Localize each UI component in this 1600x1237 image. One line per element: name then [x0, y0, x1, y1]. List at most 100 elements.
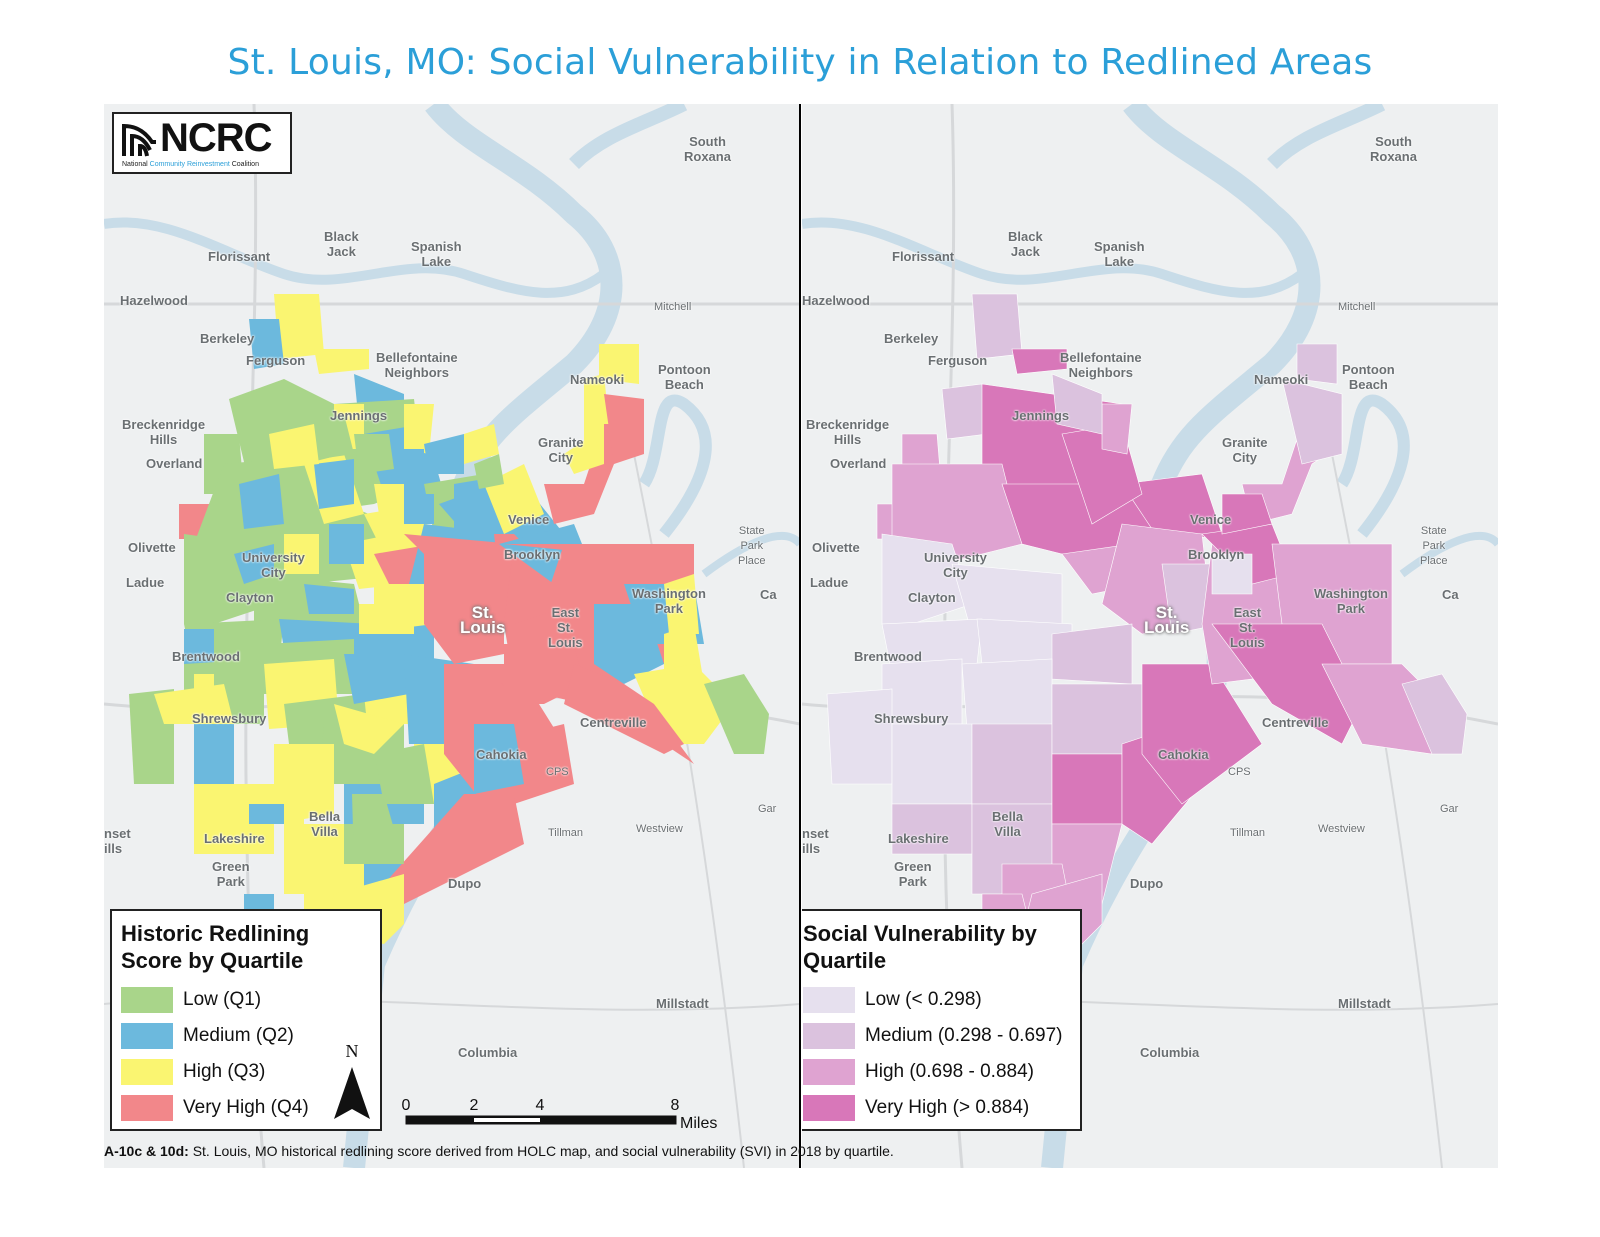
place-st-louis: St. Louis	[460, 603, 506, 637]
caption-text: St. Louis, MO historical redlining score…	[188, 1143, 894, 1159]
place-breckenridge-hills: Breckenridge Hills	[806, 417, 890, 447]
place-ladue: Ladue	[810, 575, 849, 590]
place-lakeshire: Lakeshire	[888, 831, 949, 846]
legend-label-high: High (0.698 - 0.884)	[865, 1061, 1034, 1082]
redlining-legend: Historic Redlining Score by Quartile Low…	[110, 909, 382, 1131]
place-venice: Venice	[508, 512, 550, 527]
place-black-jack: Black Jack	[324, 229, 359, 259]
scale-tick-8: 8	[671, 1097, 680, 1114]
svi-tracts	[826, 293, 1468, 945]
place-berkeley: Berkeley	[884, 331, 939, 346]
ncrc-logo: NCRC National Community Reinvestment Coa…	[112, 112, 292, 174]
legend-swatch-high	[803, 1059, 855, 1085]
place-east-st-louis: East St. Louis	[1230, 605, 1265, 650]
legend-label-medium: Medium (0.298 - 0.697)	[865, 1025, 1063, 1046]
place-hazelwood: Hazelwood	[120, 293, 188, 308]
ncrc-logo-subtitle: National Community Reinvestment Coalitio…	[122, 161, 259, 168]
place-nameoki: Nameoki	[570, 372, 625, 387]
place-spanish-lake: Spanish Lake	[411, 239, 462, 269]
place-granite-city: Granite City	[1222, 435, 1268, 465]
redlining-tracts	[129, 294, 769, 964]
place-nameoki: Nameoki	[1254, 372, 1309, 387]
place-ca: Ca	[760, 587, 777, 602]
place-university-city: University City	[924, 550, 987, 580]
place-gar: Gar	[1440, 803, 1459, 815]
place-brooklyn: Brooklyn	[1188, 547, 1245, 562]
place-spanish-lake: Spanish Lake	[1094, 239, 1145, 269]
place-cahokia: Cahokia	[476, 747, 527, 762]
place-granite-city: Granite City	[538, 435, 584, 465]
place-shrewsbury: Shrewsbury	[874, 711, 949, 726]
place-mitchell: Mitchell	[654, 301, 692, 313]
legend-swatch-very-high	[121, 1095, 173, 1121]
place-washington-park: Washington Park	[632, 586, 706, 616]
legend-title: Social Vulnerability by Quartile	[803, 921, 1037, 973]
place-bellefontaine-neighbors: Bellefontaine Neighbors	[1060, 350, 1142, 380]
place-dupo: Dupo	[448, 876, 482, 891]
panel-divider	[799, 104, 801, 1168]
place-ladue: Ladue	[126, 575, 165, 590]
place-breckenridge-hills: Breckenridge Hills	[122, 417, 206, 447]
redlining-basemap	[104, 104, 800, 1168]
place-st-louis: St. Louis	[1144, 603, 1190, 637]
place-cahokia: Cahokia	[1158, 747, 1209, 762]
scale-tick-2: 2	[470, 1097, 479, 1114]
place-brentwood: Brentwood	[854, 649, 922, 664]
place-gar: Gar	[758, 803, 777, 815]
place-washington-park: Washington Park	[1314, 586, 1388, 616]
place-brooklyn: Brooklyn	[504, 547, 561, 562]
legend-label-very-high: Very High (> 0.884)	[865, 1097, 1030, 1118]
place-florissant: Florissant	[892, 249, 955, 264]
place-nset-ills: nset ills	[104, 826, 131, 856]
legend-label-high: High (Q3)	[183, 1061, 266, 1082]
legend-label-low: Low (< 0.298)	[865, 989, 982, 1010]
place-clayton: Clayton	[908, 590, 956, 605]
place-bellefontaine-neighbors: Bellefontaine Neighbors	[376, 350, 458, 380]
place-venice: Venice	[1190, 512, 1232, 527]
place-bella-villa: Bella Villa	[992, 809, 1024, 839]
north-arrow-icon: N	[334, 1041, 370, 1119]
place-pontoon-beach: Pontoon Beach	[1342, 362, 1395, 392]
place-tillman: Tillman	[1230, 827, 1266, 839]
place-clayton: Clayton	[226, 590, 274, 605]
place-cps: CPS	[546, 766, 569, 778]
place-tillman: Tillman	[548, 827, 584, 839]
scale-bar: 0 2 4 8 Miles	[402, 1097, 718, 1132]
place-south-roxana: South Roxana	[1370, 134, 1417, 164]
place-pontoon-beach: Pontoon Beach	[658, 362, 711, 392]
legend-swatch-low	[121, 987, 173, 1013]
place-westview: Westview	[636, 823, 683, 835]
place-black-jack: Black Jack	[1008, 229, 1043, 259]
legend-swatch-very-high	[803, 1095, 855, 1121]
place-olivette: Olivette	[128, 540, 176, 555]
place-centreville: Centreville	[580, 715, 647, 730]
legend-swatch-medium	[803, 1023, 855, 1049]
place-jennings: Jennings	[330, 408, 388, 423]
place-overland: Overland	[830, 456, 887, 471]
place-shrewsbury: Shrewsbury	[192, 711, 267, 726]
place-lakeshire: Lakeshire	[204, 831, 265, 846]
place-columbia: Columbia	[458, 1045, 518, 1060]
place-florissant: Florissant	[208, 249, 271, 264]
place-university-city: University City	[242, 550, 305, 580]
place-state-park-place: State Park Place	[1420, 525, 1448, 567]
place-centreville: Centreville	[1262, 715, 1329, 730]
figure-caption: A-10c & 10d: St. Louis, MO historical re…	[104, 1143, 894, 1159]
place-green-park: Green Park	[894, 859, 932, 889]
legend-swatch-low	[803, 987, 855, 1013]
scale-tick-0: 0	[402, 1097, 411, 1114]
redlining-map-panel[interactable]: South Roxana Black Jack Spanish Lake Flo…	[104, 104, 800, 1168]
place-nset-ills: nset ills	[802, 826, 829, 856]
place-olivette: Olivette	[812, 540, 860, 555]
place-brentwood: Brentwood	[172, 649, 240, 664]
ncrc-logo-text: NCRC	[160, 116, 273, 160]
legend-label-low: Low (Q1)	[183, 989, 262, 1010]
place-ca: Ca	[1442, 587, 1459, 602]
ncrc-mark-icon	[122, 123, 156, 157]
scale-unit: Miles	[680, 1115, 717, 1132]
place-dupo: Dupo	[1130, 876, 1164, 891]
svi-map-panel[interactable]: South Roxana Black Jack Spanish Lake Flo…	[802, 104, 1498, 1168]
svi-legend: Social Vulnerability by Quartile Low (< …	[802, 909, 1082, 1131]
place-mitchell: Mitchell	[1338, 301, 1376, 313]
place-berkeley: Berkeley	[200, 331, 255, 346]
